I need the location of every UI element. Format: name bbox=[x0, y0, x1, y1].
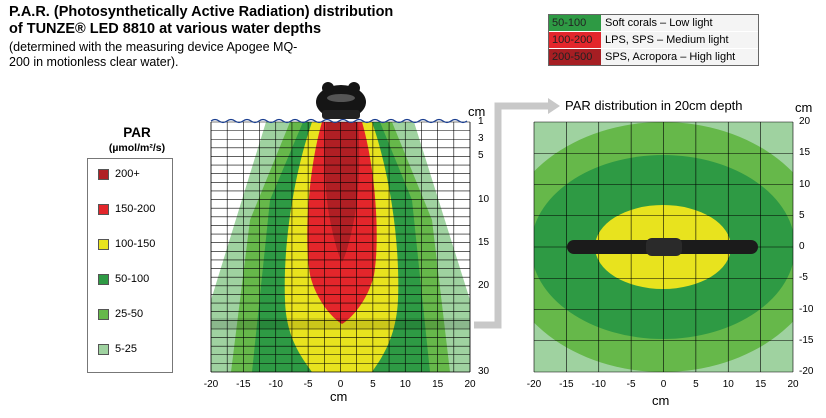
light-description: SPS, Acropora – High light bbox=[601, 49, 758, 65]
legend-swatch bbox=[98, 343, 109, 355]
y-tick-label: 20 bbox=[478, 279, 490, 291]
x-tick-label: 15 bbox=[432, 379, 444, 390]
legend-swatch bbox=[98, 308, 109, 320]
x-tick-label: 10 bbox=[399, 379, 411, 390]
x-tick-label: 20 bbox=[464, 379, 476, 390]
legend-item: 50-100 bbox=[98, 272, 149, 286]
y-tick-label: 15 bbox=[799, 147, 811, 159]
x-tick-label: 10 bbox=[722, 379, 734, 390]
y-tick-label: 5 bbox=[478, 150, 484, 162]
x-tick-label: -10 bbox=[268, 379, 283, 390]
legend-item: 5-25 bbox=[98, 342, 137, 356]
chart-subtitle: (determined with the measuring device Ap… bbox=[9, 40, 369, 70]
x-tick-label: -10 bbox=[591, 379, 606, 390]
subtitle-line-2: 200 in motionless clear water). bbox=[9, 55, 179, 69]
par-legend-unit: (µmol/m²/s) bbox=[108, 142, 166, 154]
light-description: LPS, SPS – Medium light bbox=[601, 32, 758, 48]
y-tick-label: -10 bbox=[799, 303, 814, 315]
light-range-label: 200-500 bbox=[549, 49, 601, 65]
legend-item: 200+ bbox=[98, 167, 140, 181]
side-view-grid bbox=[210, 121, 471, 373]
legend-swatch bbox=[98, 273, 109, 285]
x-tick-label: 15 bbox=[755, 379, 767, 390]
legend-item: 150-200 bbox=[98, 202, 155, 216]
y-tick-label: 5 bbox=[799, 209, 805, 221]
x-tick-label: 5 bbox=[693, 379, 699, 390]
connector-arrow bbox=[474, 102, 548, 329]
x-tick-label: -15 bbox=[559, 379, 574, 390]
subtitle-line-1: (determined with the measuring device Ap… bbox=[9, 40, 298, 54]
legend-label: 50-100 bbox=[115, 273, 150, 285]
light-level-row: 100-200 LPS, SPS – Medium light bbox=[549, 32, 758, 49]
x-tick-label: -20 bbox=[203, 379, 219, 390]
zone-200-plus bbox=[324, 122, 360, 262]
y-tick-label: -15 bbox=[799, 334, 814, 346]
connector-arrowhead bbox=[548, 98, 560, 114]
legend-label: 200+ bbox=[115, 168, 140, 180]
x-tick-label: 0 bbox=[660, 379, 667, 390]
light-range-label: 100-200 bbox=[549, 32, 601, 48]
light-level-row: 200-500 SPS, Acropora – High light bbox=[549, 49, 758, 65]
legend-item: 25-50 bbox=[98, 307, 143, 321]
chart-title: P.A.R. (Photosynthetically Active Radiat… bbox=[9, 4, 449, 38]
top-view-title: PAR distribution in 20cm depth bbox=[565, 98, 743, 113]
legend-swatch bbox=[98, 203, 109, 215]
par-legend: 200+ 150-200 100-150 50-100 25-50 5-25 bbox=[87, 158, 173, 373]
y-tick-label: 0 bbox=[799, 241, 805, 252]
legend-label: 100-150 bbox=[115, 238, 156, 250]
light-description: Soft corals – Low light bbox=[601, 15, 758, 31]
legend-label: 25-50 bbox=[115, 308, 144, 320]
y-tick-label: 10 bbox=[478, 193, 490, 205]
light-range-label: 50-100 bbox=[549, 15, 601, 31]
led-lamp-icon bbox=[316, 82, 366, 119]
top-view-x-axis-label: cm bbox=[652, 393, 670, 408]
legend-swatch bbox=[98, 238, 109, 250]
title-line-2: of TUNZE® LED 8810 at various water dept… bbox=[9, 21, 322, 37]
x-tick-label: -5 bbox=[303, 379, 313, 390]
x-tick-label: 0 bbox=[337, 379, 344, 390]
x-tick-label: 20 bbox=[787, 379, 799, 390]
title-line-1: P.A.R. (Photosynthetically Active Radiat… bbox=[9, 4, 394, 20]
y-tick-label: -20 bbox=[799, 366, 814, 377]
legend-label: 5-25 bbox=[115, 343, 138, 355]
side-view-y-axis-label: cm bbox=[468, 104, 486, 119]
legend-item: 100-150 bbox=[98, 237, 155, 251]
legend-swatch bbox=[98, 168, 109, 180]
y-tick-label: 10 bbox=[799, 178, 811, 190]
par-legend-title: PAR bbox=[123, 125, 151, 140]
side-view-x-axis-label: cm bbox=[330, 389, 348, 404]
y-tick-label: 15 bbox=[478, 236, 490, 248]
y-tick-label: -5 bbox=[799, 272, 808, 284]
top-view-y-axis-label: cm bbox=[795, 100, 813, 115]
y-tick-label: 3 bbox=[478, 133, 484, 145]
light-level-legend: 50-100 Soft corals – Low light 100-200 L… bbox=[548, 14, 759, 66]
y-tick-label: 20 bbox=[799, 116, 811, 127]
x-tick-label: -5 bbox=[626, 379, 636, 390]
legend-label: 150-200 bbox=[115, 203, 156, 215]
light-level-row: 50-100 Soft corals – Low light bbox=[549, 15, 758, 32]
x-tick-label: -20 bbox=[526, 379, 542, 390]
x-tick-label: -15 bbox=[236, 379, 251, 390]
led-bar-icon bbox=[567, 238, 758, 256]
x-tick-label: 5 bbox=[370, 379, 376, 390]
water-surface bbox=[210, 118, 468, 124]
y-tick-label: 1 bbox=[478, 116, 484, 127]
y-tick-label: 30 bbox=[478, 366, 490, 377]
